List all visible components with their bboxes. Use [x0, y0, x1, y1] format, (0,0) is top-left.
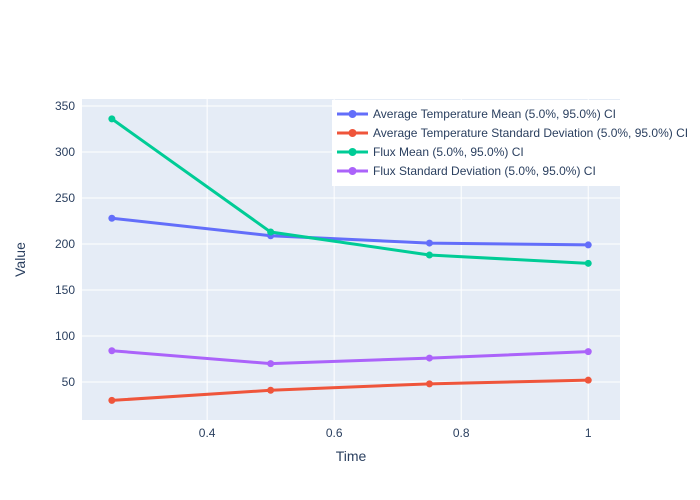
x-tick-label: 0.4	[199, 426, 216, 440]
legend-item-0[interactable]: Average Temperature Mean (5.0%, 95.0%) C…	[337, 107, 616, 121]
series-2-point-2[interactable]	[425, 251, 433, 259]
legend-marker-swatch	[348, 148, 357, 156]
series-3-point-3[interactable]	[584, 348, 592, 356]
y-tick-label: 150	[55, 283, 75, 297]
legend-item-2[interactable]: Flux Mean (5.0%, 95.0%) CI	[337, 145, 524, 159]
series-3-point-0[interactable]	[108, 347, 116, 355]
y-tick-label: 350	[55, 99, 75, 113]
x-axis-title: Time	[336, 448, 367, 464]
series-line-3	[110, 349, 590, 366]
x-tick-label: 0.8	[453, 426, 470, 440]
series-line-1	[110, 378, 590, 402]
series-line-2	[110, 117, 590, 265]
legend-item-1[interactable]: Average Temperature Standard Deviation (…	[337, 126, 688, 140]
series-3-point-1[interactable]	[267, 360, 275, 368]
y-tick-label: 250	[55, 191, 75, 205]
legend-marker-swatch	[348, 167, 357, 175]
legend-marker-swatch	[348, 110, 357, 118]
series-1-point-1[interactable]	[267, 386, 275, 394]
x-tick-label: 1	[585, 426, 592, 440]
series-1-point-0[interactable]	[108, 396, 116, 404]
x-tick-label: 0.6	[326, 426, 343, 440]
y-tick-label: 200	[55, 237, 75, 251]
series-0-point-3[interactable]	[584, 241, 592, 249]
legend-marker-swatch	[348, 129, 357, 137]
series-1-point-2[interactable]	[425, 380, 433, 388]
series-2-point-0[interactable]	[108, 115, 116, 123]
series-0-point-0[interactable]	[108, 214, 116, 222]
series-1-point-3[interactable]	[584, 376, 592, 384]
legend-label: Average Temperature Standard Deviation (…	[373, 126, 688, 140]
series-line-0	[110, 216, 590, 247]
legend-box	[332, 100, 700, 186]
series-2-point-1[interactable]	[267, 228, 275, 236]
y-tick-label: 300	[55, 145, 75, 159]
series-2-point-3[interactable]	[584, 259, 592, 267]
legend-label: Flux Standard Deviation (5.0%, 95.0%) CI	[373, 164, 596, 178]
y-axis-title: Value	[12, 242, 28, 277]
legend-label: Average Temperature Mean (5.0%, 95.0%) C…	[373, 107, 616, 121]
legend-item-3[interactable]: Flux Standard Deviation (5.0%, 95.0%) CI	[337, 164, 596, 178]
y-tick-label: 100	[55, 329, 75, 343]
series-3-point-2[interactable]	[425, 354, 433, 362]
y-tick-label: 50	[62, 375, 76, 389]
legend-label: Flux Mean (5.0%, 95.0%) CI	[373, 145, 524, 159]
series-0-point-2[interactable]	[425, 239, 433, 247]
